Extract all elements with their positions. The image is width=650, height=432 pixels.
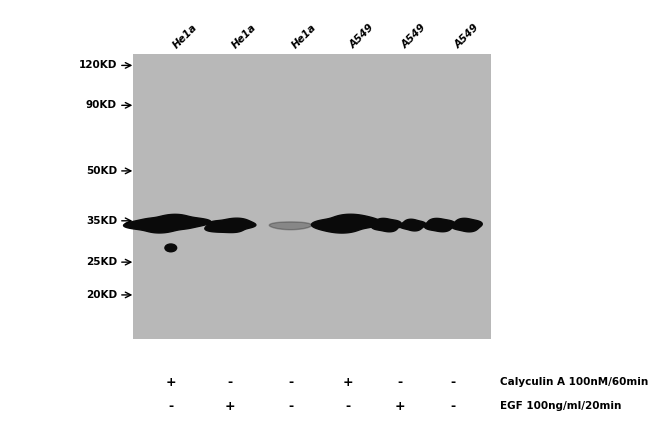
Text: He1a: He1a (171, 22, 199, 51)
Text: +: + (343, 376, 353, 389)
Bar (133, 54, 491, 339)
Text: Calyculin A 100nM/60min: Calyculin A 100nM/60min (500, 377, 649, 388)
Text: 35KD: 35KD (86, 216, 117, 226)
Text: -: - (288, 376, 293, 389)
Polygon shape (400, 219, 426, 231)
Text: -: - (450, 376, 456, 389)
Polygon shape (371, 218, 401, 232)
Polygon shape (124, 214, 211, 233)
Text: EGF 100ng/ml/20min: EGF 100ng/ml/20min (500, 401, 622, 411)
Polygon shape (205, 218, 256, 232)
Text: A549: A549 (400, 22, 428, 51)
Text: +: + (395, 400, 405, 413)
Text: 20KD: 20KD (86, 290, 117, 300)
Polygon shape (424, 219, 455, 232)
Text: 25KD: 25KD (86, 257, 117, 267)
Polygon shape (451, 218, 482, 232)
Text: -: - (397, 376, 402, 389)
Text: -: - (345, 400, 350, 413)
Text: He1a: He1a (230, 22, 258, 51)
Text: -: - (168, 400, 174, 413)
Circle shape (165, 244, 177, 252)
Polygon shape (396, 223, 403, 227)
Polygon shape (269, 222, 312, 230)
Text: 120KD: 120KD (79, 60, 117, 70)
Text: 50KD: 50KD (86, 166, 117, 176)
Text: -: - (450, 400, 456, 413)
Text: A549: A549 (348, 22, 376, 51)
Polygon shape (311, 214, 381, 233)
Text: He1a: He1a (291, 22, 318, 51)
Text: 90KD: 90KD (86, 100, 117, 110)
Text: +: + (166, 376, 176, 389)
Text: -: - (227, 376, 232, 389)
Text: +: + (224, 400, 235, 413)
Text: A549: A549 (453, 22, 481, 51)
Polygon shape (448, 224, 458, 226)
Text: -: - (288, 400, 293, 413)
